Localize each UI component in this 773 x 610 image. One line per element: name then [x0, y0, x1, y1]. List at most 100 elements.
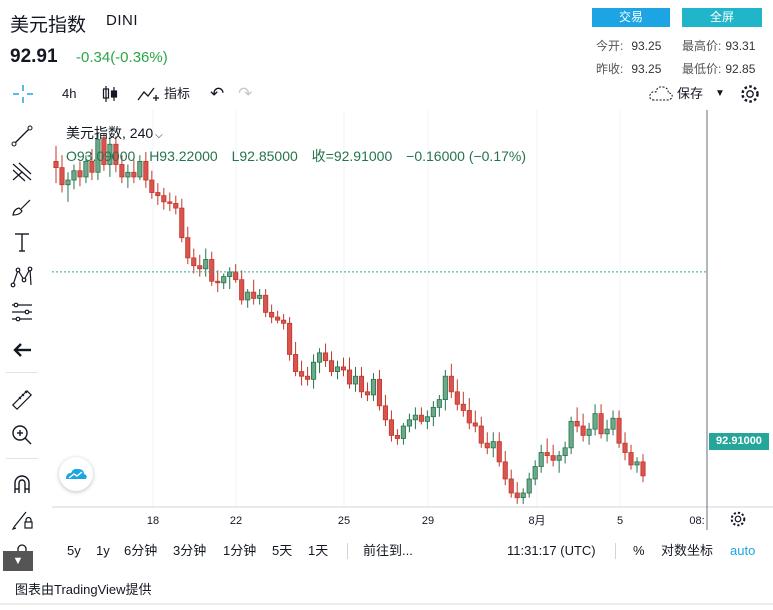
candle-body [281, 319, 287, 324]
magnet-icon[interactable] [8, 470, 36, 498]
stat-open: 今开: 93.25 [596, 37, 661, 54]
candle-body [155, 192, 161, 197]
drawing-toolbar: ▼ [0, 80, 44, 580]
save-button[interactable]: 保存 [677, 86, 704, 101]
undo-icon[interactable]: ↶ [210, 84, 225, 103]
candles-icon[interactable] [100, 80, 120, 108]
bottom-divider [615, 543, 616, 559]
percent-toggle[interactable]: % [633, 543, 645, 558]
chart-toolbar: 4h 指标 ↶ ↷ 保存 ▼ [0, 80, 773, 108]
candle-body [245, 291, 251, 301]
x-tick-label: 08: [689, 515, 704, 527]
trade-button[interactable]: 交易 [592, 8, 670, 27]
zoom-in-icon[interactable] [8, 421, 36, 449]
auto-scale-toggle[interactable]: auto [730, 543, 756, 558]
trend-line-icon[interactable] [8, 122, 36, 150]
candle-body [418, 414, 424, 422]
legend-change: −0.16000 (−0.17%) [406, 148, 527, 164]
fullscreen-button[interactable]: 全屏 [682, 8, 762, 27]
range-1min[interactable]: 1分钟 [223, 543, 257, 558]
candle-body [394, 434, 400, 439]
candle-body [137, 160, 143, 178]
candle-body [478, 425, 484, 444]
candle-body [520, 492, 526, 499]
candle-body [65, 179, 71, 186]
candle-body [287, 322, 293, 355]
candle-body [424, 416, 430, 422]
candle-body [119, 164, 125, 178]
save-chevron-down-icon[interactable]: ▼ [715, 88, 725, 99]
range-5d[interactable]: 5天 [272, 543, 293, 558]
candle-body [562, 447, 568, 457]
candle-body [496, 441, 502, 463]
range-1y[interactable]: 1y [96, 543, 110, 558]
range-3min[interactable]: 3分钟 [173, 543, 207, 558]
indicators-button[interactable]: 指标 [164, 86, 191, 101]
candle-body [275, 316, 281, 321]
indicators-icon[interactable] [136, 80, 160, 108]
collapse-toolbar-chevron-down-icon[interactable]: ▼ [3, 551, 33, 571]
candle-body [239, 279, 245, 301]
candle-body [376, 378, 383, 407]
legend-high: H93.22000 [149, 148, 218, 164]
candle-body [544, 452, 550, 457]
stat-prev: 昨收: 93.25 [596, 60, 661, 77]
legend-chevron-down-icon[interactable]: ⌵ [155, 130, 163, 141]
footer-divider [0, 603, 773, 605]
price-change: -0.34(-0.36%) [76, 49, 168, 66]
candle-body [358, 375, 365, 393]
redo-icon[interactable]: ↷ [238, 84, 253, 103]
candlestick-chart[interactable]: 18 22 25 29 8月 5 08: [0, 0, 773, 540]
interval-selector[interactable]: 4h [62, 86, 77, 101]
candle-body [502, 461, 508, 480]
tradingview-logo-icon[interactable] [59, 457, 93, 491]
candle-body [364, 391, 371, 396]
candle-body [251, 291, 257, 299]
candle-body [556, 455, 562, 461]
candle-body [580, 425, 586, 436]
candle-body [400, 425, 406, 439]
text-tool-icon[interactable] [8, 228, 36, 256]
pitchfork-icon[interactable] [8, 158, 36, 186]
candle-body [95, 139, 101, 173]
candle-body [592, 413, 598, 430]
candle-body [316, 352, 323, 363]
goto-date-button[interactable]: 前往到... [363, 543, 413, 558]
pattern-icon[interactable] [8, 263, 36, 291]
candle-body [346, 369, 353, 385]
candle-body [131, 171, 137, 178]
candle-body [107, 143, 113, 165]
candle-body [484, 442, 490, 449]
range-5y[interactable]: 5y [67, 543, 81, 558]
ruler-icon[interactable] [8, 386, 36, 414]
log-scale-toggle[interactable]: 对数坐标 [661, 543, 714, 558]
candle-body [340, 366, 347, 371]
legend-title: 美元指数, 240 [66, 125, 154, 141]
brush-icon[interactable] [8, 193, 36, 221]
cloud-icon[interactable] [648, 80, 674, 108]
candle-body [101, 139, 107, 165]
candle-body [598, 413, 604, 435]
axis-settings-gear-icon[interactable] [728, 508, 748, 530]
candle-body [406, 419, 412, 427]
legend-open: O93.09000 [66, 148, 136, 164]
fib-tool-icon[interactable] [8, 298, 36, 326]
lock-pencil-icon[interactable] [8, 505, 36, 533]
bottom-bar: 5y 1y 6分钟 3分钟 1分钟 5天 1天 前往到... 11:31:17 … [50, 538, 773, 564]
back-arrow-icon[interactable] [8, 336, 36, 364]
last-price: 92.91 [10, 46, 58, 67]
range-6min[interactable]: 6分钟 [124, 543, 158, 558]
crosshair-icon[interactable] [10, 80, 36, 108]
candle-body [532, 466, 538, 480]
stat-high: 最高价: 93.31 [682, 37, 755, 54]
candle-body [322, 352, 329, 362]
range-1d[interactable]: 1天 [308, 543, 329, 558]
candle-body [430, 406, 436, 418]
candle-body [454, 391, 460, 405]
candle-body [203, 259, 209, 270]
candle-body [263, 294, 269, 313]
candle-body [209, 259, 215, 282]
candle-body [382, 405, 388, 421]
legend-symbol[interactable]: 美元指数, 240 ⌵ [66, 123, 163, 143]
settings-gear-icon[interactable] [739, 80, 761, 108]
